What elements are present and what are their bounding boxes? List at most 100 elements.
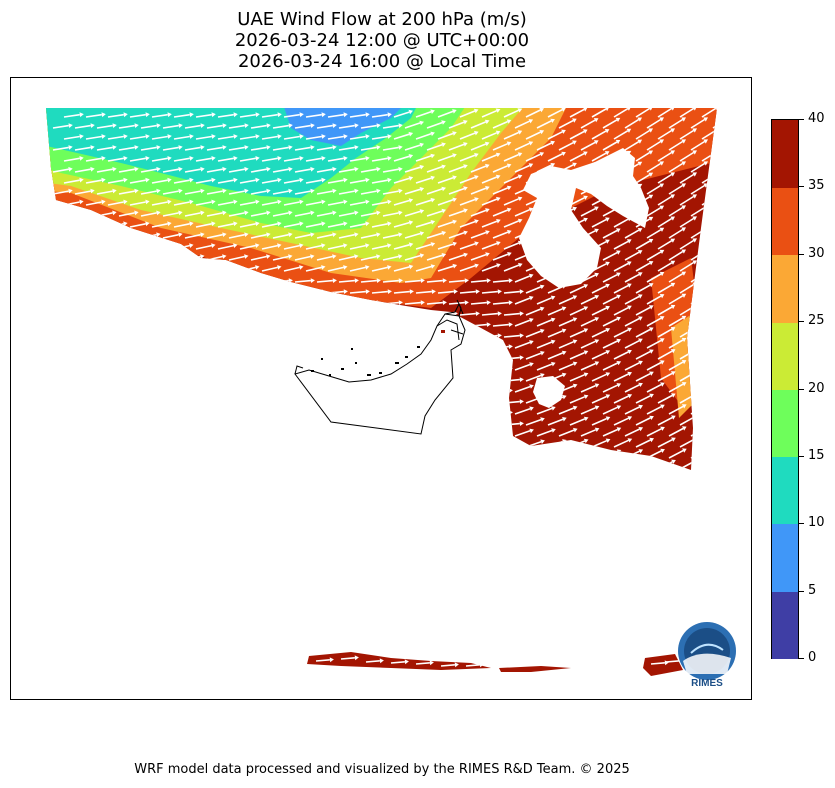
wind-vector xyxy=(481,264,498,272)
wind-vector-head xyxy=(223,101,227,106)
wind-vector-head xyxy=(529,384,534,389)
wind-vector-head xyxy=(189,156,194,161)
wind-vector-head xyxy=(365,377,370,382)
wind-vector xyxy=(228,255,245,261)
wind-vector-head xyxy=(90,254,95,259)
wind-vector xyxy=(316,168,333,173)
wind-vector-head xyxy=(90,454,95,459)
wind-vector-head xyxy=(616,228,621,233)
wind-vector xyxy=(173,444,190,448)
wind-vector-head xyxy=(659,139,664,144)
wind-vector-head xyxy=(506,207,512,213)
wind-vector-head xyxy=(616,316,621,321)
wind-vector-head xyxy=(605,460,611,465)
wind-vector-head xyxy=(233,399,238,404)
wind-vector xyxy=(239,290,256,294)
wind-vector-head xyxy=(736,392,741,396)
wind-vector xyxy=(459,334,476,338)
wind-vector-head xyxy=(703,315,708,320)
wind-vector-head xyxy=(420,454,425,459)
wind-vector xyxy=(404,455,421,459)
wind-vector-head xyxy=(277,134,282,139)
wind-vector xyxy=(283,422,300,426)
wind-vector xyxy=(415,199,432,206)
wind-vector-head xyxy=(145,443,150,448)
wind-vector xyxy=(162,255,179,261)
wind-vector xyxy=(349,201,366,206)
wind-vector-head xyxy=(167,421,172,426)
wind-vector xyxy=(162,301,179,305)
wind-vector-head xyxy=(430,242,436,247)
wind-vector-head xyxy=(101,243,106,248)
wind-vector xyxy=(470,433,487,437)
wind-vector-head xyxy=(211,112,216,118)
wind-vector xyxy=(580,429,597,437)
wind-vector-head xyxy=(681,360,687,365)
wind-vector xyxy=(514,385,531,393)
wind-vector xyxy=(503,466,520,470)
wind-vector-head xyxy=(497,399,502,404)
wind-vector xyxy=(624,118,640,129)
wind-vector-head xyxy=(474,175,479,180)
wind-vector-head xyxy=(189,243,194,248)
wind-vector-head xyxy=(255,177,260,183)
wind-vector xyxy=(646,140,662,151)
wind-vector-head xyxy=(528,273,534,279)
wind-vector xyxy=(195,466,212,470)
wind-vector xyxy=(393,221,410,228)
wind-vector-head xyxy=(725,293,730,297)
wind-vector-head xyxy=(211,465,216,470)
wind-vector-head xyxy=(506,119,512,124)
wind-vector xyxy=(184,255,201,261)
wind-vector-head xyxy=(475,289,480,294)
wind-vector-head xyxy=(354,166,359,172)
wind-vector xyxy=(647,98,661,107)
wind-vector xyxy=(129,244,146,250)
wind-vector-head xyxy=(572,118,577,123)
wind-vector-head xyxy=(419,187,425,192)
wind-vector xyxy=(415,378,432,382)
wind-vector xyxy=(338,411,355,415)
wind-vector-head xyxy=(419,120,424,126)
wind-vector-head xyxy=(736,194,741,198)
wind-vector-head xyxy=(189,177,194,183)
wind-vector xyxy=(206,190,223,195)
wind-vector-head xyxy=(725,337,730,341)
wind-vector-head xyxy=(90,166,95,172)
wind-vector xyxy=(382,323,399,327)
wind-vector xyxy=(724,329,738,338)
wind-vector-head xyxy=(189,311,194,316)
wind-vector-head xyxy=(266,254,271,259)
wind-vector-head xyxy=(123,134,128,139)
wind-vector xyxy=(327,400,344,404)
wind-vector xyxy=(724,131,738,140)
wind-vector xyxy=(415,133,432,140)
wind-vector-head xyxy=(528,119,534,124)
wind-vector-head xyxy=(178,232,183,237)
wind-vector-head xyxy=(277,333,282,338)
wind-vector xyxy=(294,323,311,327)
wind-vector xyxy=(272,411,289,415)
wind-vector-head xyxy=(299,333,304,338)
wind-vector-head xyxy=(452,263,458,269)
wind-vector-head xyxy=(365,465,370,470)
wind-vector xyxy=(404,367,421,371)
wind-vector-head xyxy=(454,662,459,668)
wind-vector xyxy=(305,201,322,206)
wind-vector-head xyxy=(90,232,95,237)
wind-vector-head xyxy=(277,112,282,118)
wind-vector xyxy=(151,113,168,118)
wind-vector-head xyxy=(68,123,73,128)
wind-vector-head xyxy=(266,232,271,237)
wind-vector-head xyxy=(572,140,577,145)
wind-vector xyxy=(591,108,607,118)
wind-vector-head xyxy=(671,415,676,420)
wind-vector xyxy=(569,440,586,448)
wind-vector-head xyxy=(68,388,73,393)
wind-vector-head xyxy=(90,278,95,283)
wind-vector-head xyxy=(540,439,545,444)
uae-islands xyxy=(311,330,445,376)
wind-vector-head xyxy=(90,366,95,371)
wind-vector xyxy=(591,395,607,404)
wind-vector-head xyxy=(68,366,73,371)
